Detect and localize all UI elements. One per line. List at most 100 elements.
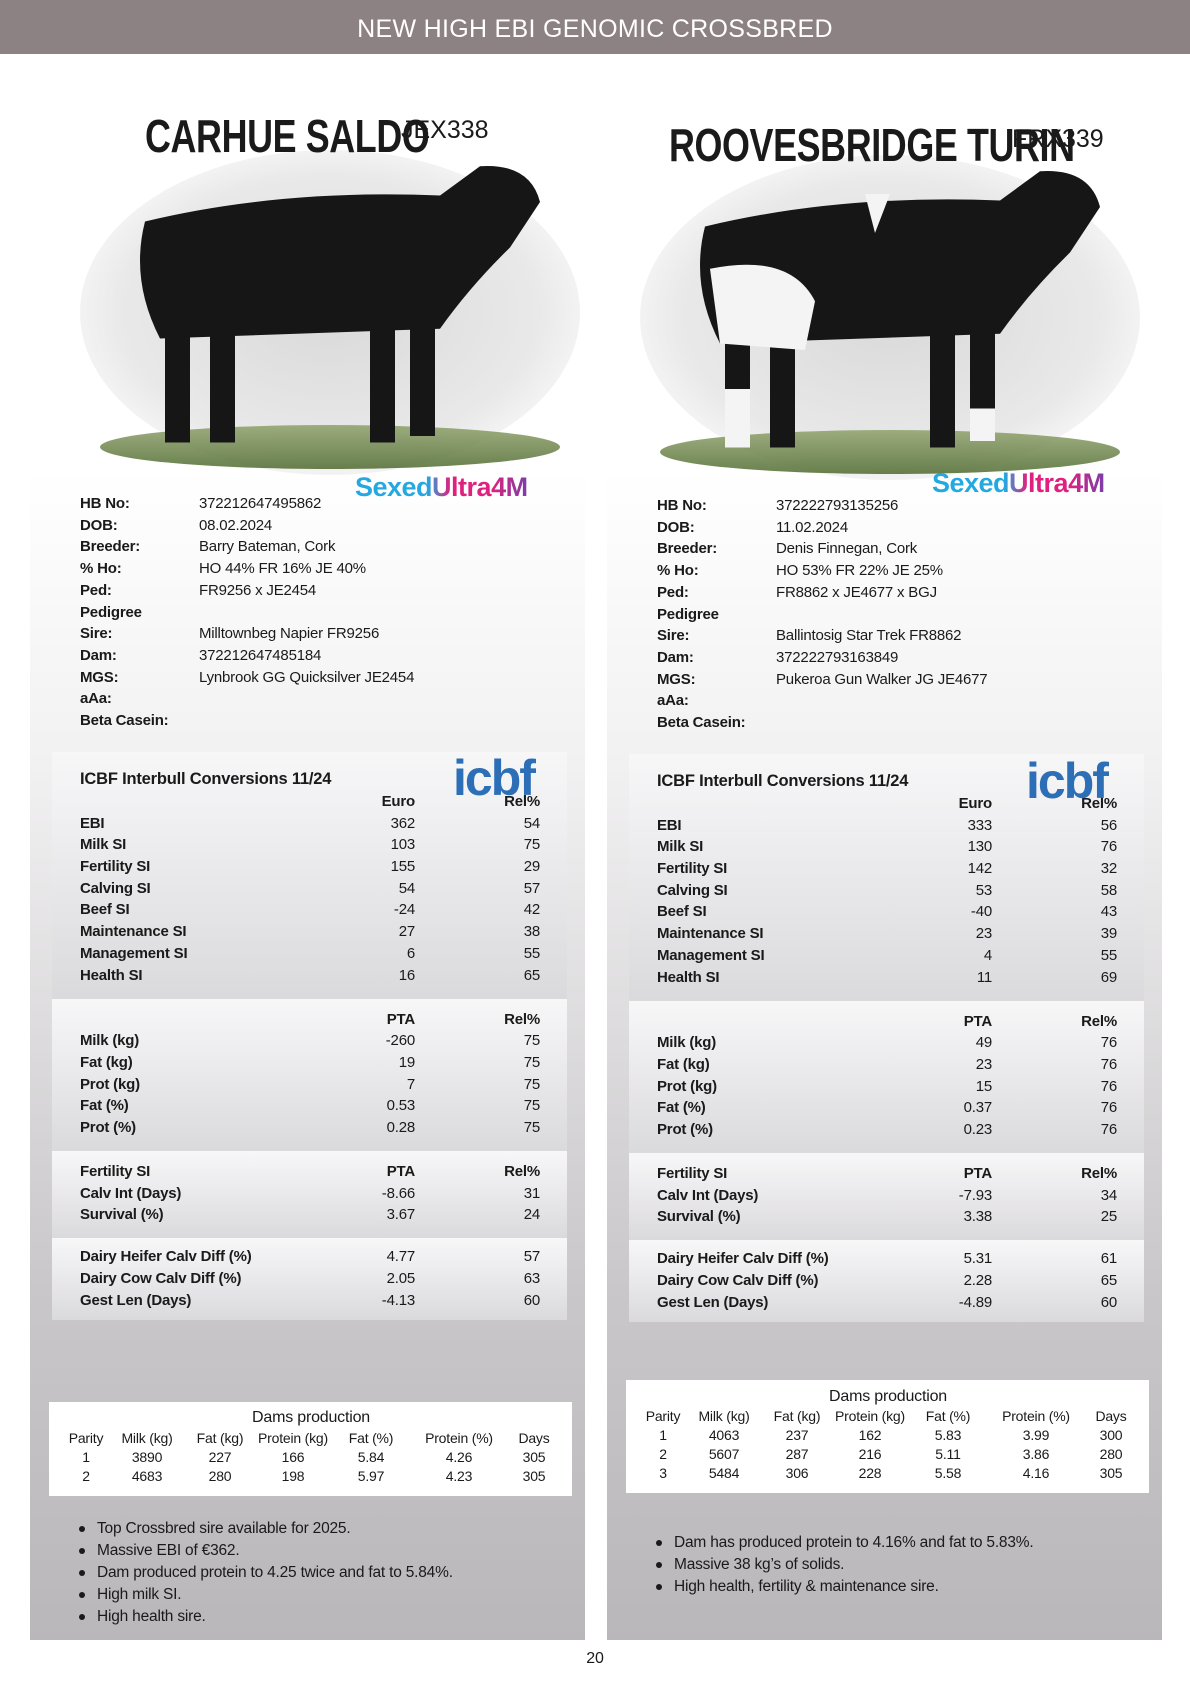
detail-label: MGS: (80, 668, 119, 686)
trait-rel: 69 (1100, 968, 1117, 986)
trait-name: Milk SI (657, 838, 704, 856)
detail-value: Pukeroa Gun Walker JG JE4677 (776, 670, 988, 688)
detail-value: 372212647495862 (199, 495, 322, 512)
trait-value: 103 (390, 836, 416, 854)
dams-cell: 3.99 (1022, 1427, 1050, 1443)
trait-rel: 76 (1100, 1055, 1117, 1073)
trait-rel: 76 (1100, 1077, 1117, 1095)
trait-rel: 60 (1100, 1293, 1117, 1311)
conversion-block (52, 1238, 567, 1320)
trait-name: Survival (%) (657, 1208, 741, 1226)
trait-rel: 75 (523, 1053, 540, 1071)
dams-cell: 2 (82, 1468, 90, 1484)
dams-cell: 305 (522, 1449, 546, 1465)
detail-label: DOB: (80, 516, 118, 534)
trait-value: 0.23 (963, 1120, 993, 1138)
trait-rel: 75 (523, 1075, 540, 1093)
detail-value: HO 53% FR 22% JE 25% (776, 562, 943, 580)
detail-label: Pedigree (657, 605, 719, 623)
detail-value: Lynbrook GG Quicksilver JE2454 (199, 668, 415, 686)
trait-value: 130 (967, 838, 993, 856)
conversions-title: ICBF Interbull Conversions 11/24 (80, 770, 332, 788)
dams-cell: 227 (208, 1449, 232, 1465)
trait-value: 0.53 (386, 1097, 416, 1115)
trait-value: 3.38 (963, 1208, 993, 1226)
dams-column: Parity (645, 1408, 681, 1424)
detail-value: 08.02.2024 (199, 516, 273, 534)
trait-rel: 65 (1100, 1271, 1117, 1289)
bull-photo (80, 150, 580, 475)
bullet (79, 1613, 85, 1620)
trait-rel: 57 (523, 1248, 540, 1266)
header-title: NEW HIGH EBI GENOMIC CROSSBRED (357, 15, 833, 43)
trait-value: -4.13 (381, 1291, 415, 1309)
trait-rel: 76 (1100, 1120, 1117, 1138)
conversion-block (52, 752, 567, 999)
trait-name: Management SI (657, 946, 765, 964)
bullet (656, 1540, 662, 1546)
detail-value: Denis Finnegan, Cork (776, 540, 918, 558)
dams-cell: 228 (858, 1465, 882, 1481)
trait-rel: 34 (1100, 1186, 1117, 1204)
conversions-title: ICBF Interbull Conversions 11/24 (657, 772, 909, 790)
column-header: Rel% (504, 1010, 540, 1028)
trait-rel: 60 (523, 1291, 540, 1309)
detail-value: FR9256 x JE2454 (199, 581, 317, 599)
trait-name: Maintenance SI (657, 925, 764, 943)
detail-value: 372222793135256 (776, 497, 899, 514)
detail-label: Ped: (657, 583, 689, 601)
trait-rel: 75 (523, 836, 540, 854)
trait-rel: 24 (523, 1206, 540, 1224)
bull-name: CARHUE SALDO (145, 110, 430, 162)
note: Massive 38 kg’s of solids. (674, 1555, 845, 1573)
trait-name: Milk (kg) (657, 1034, 717, 1052)
trait-value: 333 (967, 816, 993, 834)
trait-name: Beef SI (657, 903, 707, 921)
note: Massive EBI of €362. (97, 1541, 240, 1559)
detail-value: 372212647485184 (199, 646, 322, 664)
column-header: Euro (958, 795, 993, 812)
conversion-block (629, 1240, 1144, 1322)
note: Dam has produced protein to 4.16% and fa… (674, 1534, 1034, 1551)
trait-value: 2.28 (963, 1271, 993, 1289)
trait-name: Milk (kg) (80, 1032, 140, 1050)
bullet (656, 1561, 662, 1568)
detail-label: HB No: (657, 497, 707, 514)
note: Dam produced protein to 4.25 twice and f… (97, 1563, 453, 1581)
column-header: Rel% (1081, 1012, 1117, 1030)
trait-value: 15 (975, 1077, 992, 1095)
trait-name: Dairy Cow Calv Diff (%) (657, 1271, 819, 1289)
dams-box (626, 1380, 1149, 1493)
trait-name: EBI (80, 814, 105, 832)
note: High health sire. (97, 1607, 206, 1625)
trait-name: Calving SI (657, 881, 728, 899)
brand-logo: SexedUltra4M (932, 468, 1105, 498)
conversion-block (629, 754, 1144, 1001)
dams-cell: 2 (659, 1446, 667, 1462)
trait-name: Beef SI (80, 901, 130, 919)
trait-name: Dairy Heifer Calv Diff (%) (80, 1248, 252, 1266)
trait-value: 142 (967, 860, 993, 877)
trait-rel: 76 (1100, 838, 1117, 856)
column-header: PTA (963, 1012, 992, 1030)
trait-value: -7.93 (958, 1186, 992, 1204)
detail-value: 372222793163849 (776, 648, 899, 666)
trait-value: 49 (975, 1034, 992, 1052)
trait-name: Calv Int (Days) (80, 1184, 182, 1202)
bullet (79, 1547, 85, 1554)
trait-value: 2.05 (386, 1269, 416, 1287)
trait-rel: 75 (523, 1032, 540, 1050)
trait-name: Maintenance SI (80, 923, 187, 941)
trait-value: 53 (975, 881, 992, 899)
trait-value: 19 (398, 1053, 415, 1071)
trait-name: Calv Int (Days) (657, 1186, 759, 1204)
dams-cell: 287 (785, 1446, 809, 1462)
trait-name: Dairy Cow Calv Diff (%) (80, 1269, 242, 1287)
trait-name: Calving SI (80, 879, 151, 897)
detail-label: Breeder: (80, 538, 141, 556)
trait-name: Fertility SI (80, 858, 151, 875)
detail-label: aAa: (657, 692, 689, 710)
header-bar (0, 0, 1190, 54)
dams-cell: 5.84 (357, 1449, 385, 1465)
note: Top Crossbred sire available for 2025. (97, 1520, 351, 1537)
